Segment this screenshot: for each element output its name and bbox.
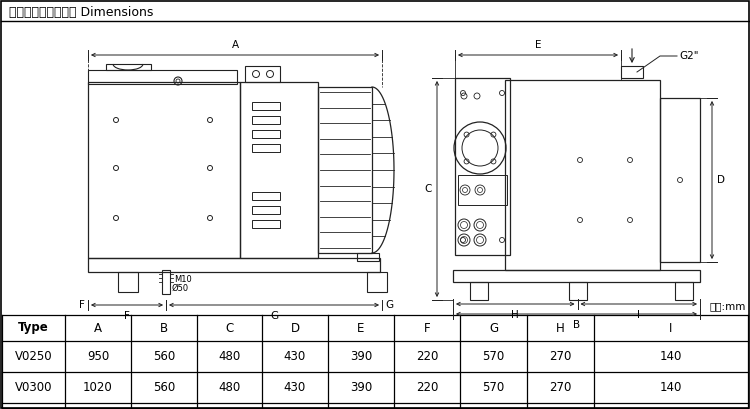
Text: I: I [669, 321, 673, 335]
Text: V0300: V0300 [15, 381, 52, 394]
Text: 480: 480 [218, 350, 241, 363]
Text: 220: 220 [416, 381, 438, 394]
Bar [106, 64, 151, 70]
Text: C: C [424, 184, 432, 194]
Text: G: G [489, 321, 498, 335]
Text: 430: 430 [284, 381, 306, 394]
Bar [252, 130, 280, 138]
Text: M10: M10 [174, 275, 192, 284]
Bar [470, 282, 488, 300]
Bar [675, 282, 693, 300]
Text: E: E [357, 321, 364, 335]
Text: G: G [270, 311, 278, 321]
Bar [455, 78, 510, 255]
Text: 430: 430 [284, 350, 306, 363]
Text: 390: 390 [350, 350, 372, 363]
Text: E: E [535, 40, 542, 50]
Bar [252, 220, 280, 228]
Bar [568, 282, 586, 300]
Bar [240, 82, 318, 258]
Bar [162, 270, 170, 294]
Text: C: C [225, 321, 234, 335]
Text: 560: 560 [153, 350, 175, 363]
Bar [118, 272, 138, 292]
Text: D: D [290, 321, 299, 335]
Text: 140: 140 [660, 350, 682, 363]
Text: Type: Type [18, 321, 49, 335]
Text: 140: 140 [660, 381, 682, 394]
Text: H: H [512, 310, 519, 320]
Bar [357, 253, 379, 261]
Text: 480: 480 [218, 381, 241, 394]
Text: 570: 570 [482, 350, 505, 363]
Text: 單位:mm: 單位:mm [710, 301, 746, 311]
Text: G2": G2" [679, 51, 698, 61]
Bar [252, 102, 280, 110]
Bar [318, 87, 372, 253]
Text: 390: 390 [350, 381, 372, 394]
Text: 220: 220 [416, 350, 438, 363]
Text: F: F [424, 321, 430, 335]
Text: 1020: 1020 [83, 381, 112, 394]
Bar [88, 82, 240, 258]
Text: I: I [638, 310, 640, 320]
Bar [88, 258, 380, 272]
Text: B: B [573, 320, 580, 330]
Text: 外型尺寸及安裝尺寸 Dimensions: 外型尺寸及安裝尺寸 Dimensions [9, 5, 153, 18]
Bar [252, 192, 280, 200]
Text: V0250: V0250 [15, 350, 52, 363]
Bar [458, 175, 507, 205]
Bar [88, 70, 237, 84]
Bar [367, 272, 387, 292]
Text: F: F [124, 311, 130, 321]
Text: H: H [556, 321, 565, 335]
Text: A: A [94, 321, 102, 335]
Text: B: B [160, 321, 168, 335]
Text: G: G [385, 300, 393, 310]
Bar [252, 206, 280, 214]
Text: 270: 270 [549, 381, 572, 394]
Bar [453, 270, 700, 282]
Text: 950: 950 [87, 350, 109, 363]
Bar [660, 98, 700, 262]
Bar [505, 80, 660, 270]
Bar [621, 66, 643, 78]
Text: D: D [717, 175, 725, 185]
Text: 270: 270 [549, 350, 572, 363]
Text: F: F [80, 300, 85, 310]
Bar [252, 144, 280, 152]
Bar [245, 66, 280, 82]
Text: A: A [232, 40, 238, 50]
Text: 570: 570 [482, 381, 505, 394]
Bar [252, 116, 280, 124]
Text: Ø50: Ø50 [172, 283, 189, 292]
Text: 560: 560 [153, 381, 175, 394]
